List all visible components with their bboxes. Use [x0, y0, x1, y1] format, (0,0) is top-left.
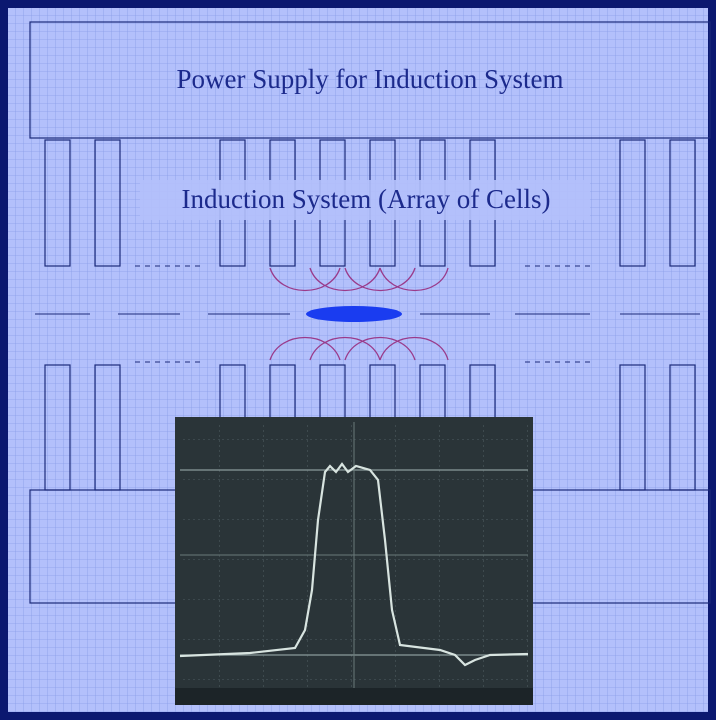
field-lines — [269, 267, 449, 361]
power-supply-label: Power Supply for Induction System — [177, 64, 564, 94]
power-supply-box — [29, 21, 711, 139]
beam-bunch — [306, 306, 402, 322]
label-bg — [140, 180, 590, 220]
dashes — [135, 265, 590, 363]
induction-label: Induction System (Array of Cells) — [182, 184, 551, 214]
oscilloscope — [175, 417, 533, 705]
